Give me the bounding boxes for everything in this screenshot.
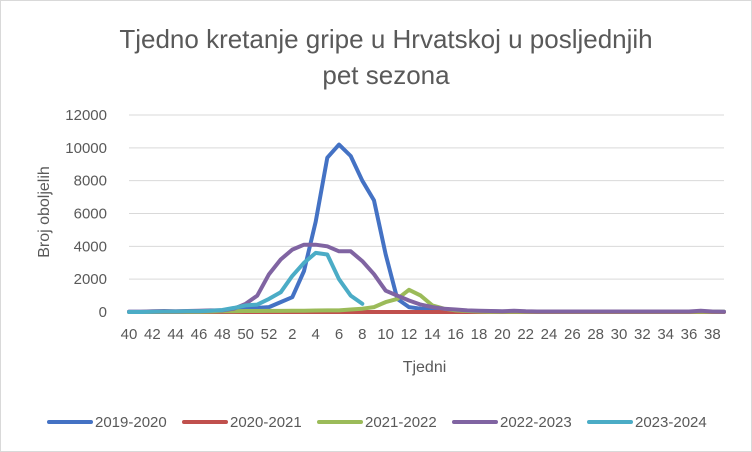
y-tick-label: 12000 bbox=[65, 107, 107, 124]
chart-title: Tjedno kretanje gripe u Hrvatskoj u posl… bbox=[61, 21, 711, 93]
x-tick-label: 34 bbox=[657, 326, 674, 343]
x-tick-label: 6 bbox=[335, 326, 343, 343]
y-axis-label: Broj oboljelih bbox=[36, 166, 53, 258]
y-tick-label: 6000 bbox=[74, 206, 107, 223]
y-tick-label: 4000 bbox=[74, 238, 107, 255]
x-tick-label: 18 bbox=[471, 326, 488, 343]
x-tick-label: 48 bbox=[214, 326, 231, 343]
x-axis-label: Tjedni bbox=[403, 359, 447, 376]
x-tick-label: 46 bbox=[191, 326, 208, 343]
x-tick-label: 38 bbox=[704, 326, 721, 343]
x-tick-label: 50 bbox=[237, 326, 254, 343]
legend-label: 2023-2024 bbox=[635, 414, 707, 431]
x-tick-label: 20 bbox=[494, 326, 511, 343]
x-tick-label: 16 bbox=[447, 326, 464, 343]
x-tick-label: 42 bbox=[144, 326, 161, 343]
x-tick-label: 36 bbox=[681, 326, 698, 343]
y-tick-label: 2000 bbox=[74, 271, 107, 288]
x-tick-label: 28 bbox=[587, 326, 604, 343]
legend-label: 2019-2020 bbox=[95, 414, 167, 431]
x-tick-label: 8 bbox=[358, 326, 366, 343]
x-tick-label: 30 bbox=[611, 326, 628, 343]
x-tick-label: 22 bbox=[517, 326, 534, 343]
x-tick-label: 40 bbox=[121, 326, 138, 343]
x-tick-label: 2 bbox=[288, 326, 296, 343]
chart-title-line-2: pet sezona bbox=[322, 60, 450, 90]
y-tick-label: 8000 bbox=[74, 173, 107, 190]
y-tick-label: 10000 bbox=[65, 140, 107, 157]
x-tick-label: 4 bbox=[311, 326, 319, 343]
x-tick-label: 26 bbox=[564, 326, 581, 343]
legend-label: 2022-2023 bbox=[500, 414, 572, 431]
x-tick-label: 24 bbox=[541, 326, 558, 343]
legend-label: 2020-2021 bbox=[230, 414, 302, 431]
x-tick-label: 44 bbox=[167, 326, 184, 343]
series-line-2023-2024 bbox=[127, 250, 365, 314]
x-tick-label: 12 bbox=[401, 326, 418, 343]
x-tick-label: 14 bbox=[424, 326, 441, 343]
x-tick-label: 52 bbox=[261, 326, 278, 343]
y-tick-label: 0 bbox=[99, 304, 107, 321]
x-tick-label: 10 bbox=[377, 326, 394, 343]
series-line-2019-2020 bbox=[127, 142, 726, 314]
x-tick-label: 32 bbox=[634, 326, 651, 343]
legend-label: 2021-2022 bbox=[365, 414, 437, 431]
chart-title-line-1: Tjedno kretanje gripe u Hrvatskoj u posl… bbox=[119, 24, 653, 54]
